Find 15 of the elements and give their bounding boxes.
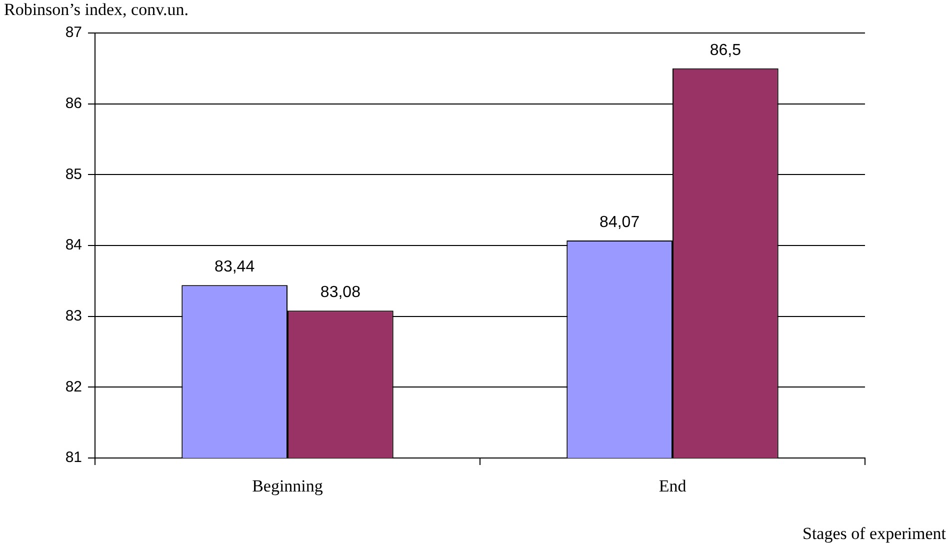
y-tick-label: 86 [65, 94, 82, 112]
y-tick-label: 87 [65, 24, 82, 42]
y-tick-label: 84 [65, 236, 82, 254]
data-label: 83,44 [214, 258, 255, 276]
data-label: 83,08 [320, 284, 361, 302]
data-label: 86,5 [710, 42, 742, 59]
x-tick-label: End [658, 476, 687, 496]
x-axis-title: Stages of experiment [802, 524, 946, 543]
y-axis-title: Robinson’s index, conv.un. [4, 0, 188, 19]
x-tick-label: Beginning [252, 476, 324, 496]
y-tick-label: 81 [65, 449, 82, 466]
y-tick-label: 85 [65, 166, 82, 183]
y-tick-label: 82 [65, 378, 82, 396]
data-label: 84,07 [600, 214, 640, 231]
y-tick-label: 83 [65, 307, 82, 324]
